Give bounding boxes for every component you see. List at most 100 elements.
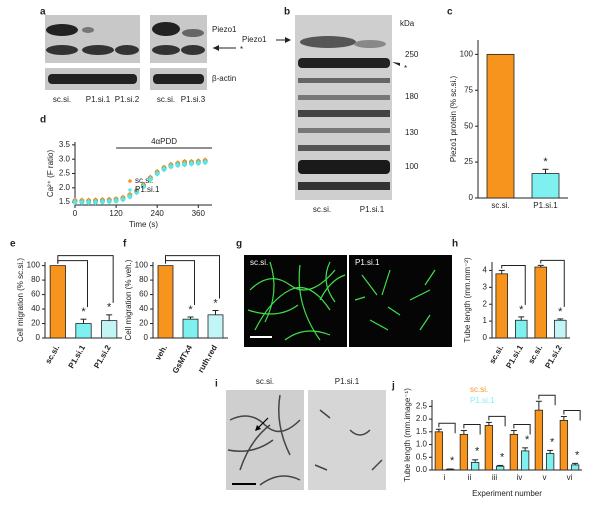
y-tick-label: 0 xyxy=(144,333,149,342)
panel-letter: a xyxy=(40,7,46,18)
image-i xyxy=(226,390,386,490)
y-tick-label: 60 xyxy=(31,290,40,299)
significance-star: * xyxy=(575,449,580,461)
lane-label: P1.si.1 xyxy=(86,95,111,104)
lane-label: sc.si. xyxy=(157,95,175,104)
bracket xyxy=(540,259,565,307)
legend-entry: sc.si. xyxy=(470,385,488,394)
y-tick-label: 40 xyxy=(139,304,148,313)
image-g xyxy=(244,255,452,347)
x-tick-label: P1.si.1 xyxy=(533,201,558,210)
y-axis-label: Tube length (mm.mm⁻²) xyxy=(463,257,472,343)
blot-b xyxy=(276,15,400,200)
x-tick-label: 360 xyxy=(192,209,206,218)
lane-label: P1.si.2 xyxy=(115,95,140,104)
x-tick-label: sc.si. xyxy=(44,344,62,366)
significance-star: * xyxy=(550,436,555,448)
bracket xyxy=(538,394,556,406)
bar xyxy=(101,320,118,339)
y-tick-label: 80 xyxy=(139,275,148,284)
legend-entry: sc.si. xyxy=(135,176,153,185)
y-tick-label: 0 xyxy=(36,333,41,342)
marker-label: 180 xyxy=(405,92,419,101)
y-tick-label: 20 xyxy=(31,319,40,328)
bracket xyxy=(57,255,114,303)
y-tick-label: 50 xyxy=(464,121,473,130)
y-tick-label: 40 xyxy=(31,304,40,313)
y-tick-label: 25 xyxy=(464,157,473,166)
panel-letter: b xyxy=(284,7,290,18)
y-tick-label: 2.5 xyxy=(59,169,71,178)
y-tick-label: 1.0 xyxy=(416,440,428,449)
lane-label: sc.si. xyxy=(313,205,331,214)
x-tick-label: v xyxy=(543,473,547,482)
y-axis-label: Cell migration (% veh.) xyxy=(124,259,133,340)
panel-letter: d xyxy=(40,115,46,126)
y-tick-label: 3 xyxy=(483,282,488,291)
x-tick-label: 120 xyxy=(109,209,123,218)
bar xyxy=(534,409,544,471)
blot-label: Piezo1 xyxy=(242,35,267,44)
x-tick-label: P1.si.2 xyxy=(92,343,113,370)
x-tick-label: sc.si. xyxy=(527,344,545,366)
bracket xyxy=(563,410,581,421)
x-tick-label: P1.si.2 xyxy=(543,343,564,370)
bar xyxy=(520,450,530,471)
bar xyxy=(495,273,508,339)
y-tick-label: 0 xyxy=(469,193,474,202)
panel-letter: h xyxy=(452,239,458,250)
marker-label: 250 xyxy=(405,50,419,59)
significance-star: * xyxy=(81,306,86,318)
x-tick-label: 240 xyxy=(151,209,165,218)
x-tick-label: GsMTx4 xyxy=(171,343,195,375)
bar xyxy=(534,266,548,339)
y-tick-label: 1 xyxy=(483,316,488,325)
bar xyxy=(75,323,92,339)
panel-letter: i xyxy=(215,379,218,390)
bracket xyxy=(501,264,526,305)
significance-star: * xyxy=(500,451,505,463)
y-tick-label: 75 xyxy=(464,85,473,94)
lane-label: P1.si.3 xyxy=(181,95,206,104)
y-tick-label: 100 xyxy=(27,261,41,270)
legend-entry: P1.si.1 xyxy=(470,396,495,405)
x-tick-label: ruth.red xyxy=(196,343,219,374)
y-tick-label: 0.0 xyxy=(416,465,428,474)
y-tick-label: 20 xyxy=(139,319,148,328)
marker-label: 100 xyxy=(405,162,419,171)
y-tick-label: 1.5 xyxy=(59,197,71,206)
bracket xyxy=(165,255,220,299)
y-tick-label: 3.5 xyxy=(59,140,71,149)
bracket xyxy=(513,424,531,435)
x-tick-label: i xyxy=(444,473,446,482)
x-tick-label: 0 xyxy=(73,209,78,218)
y-tick-label: 2 xyxy=(483,299,488,308)
bar xyxy=(470,461,480,471)
y-tick-label: 0 xyxy=(483,333,488,342)
bar xyxy=(559,419,569,471)
y-tick-label: 60 xyxy=(139,290,148,299)
legend-marker xyxy=(128,188,132,192)
bar xyxy=(509,433,519,471)
y-tick-label: 0.5 xyxy=(416,452,428,461)
annotation: 4αPDD xyxy=(151,137,177,146)
y-tick-label: 2.0 xyxy=(59,183,71,192)
bracket xyxy=(488,415,506,427)
bar xyxy=(554,319,567,339)
blot-a xyxy=(45,15,236,90)
y-axis-label: Piezo1 protein (% sc.si.) xyxy=(449,76,458,163)
x-tick-label: sc.si. xyxy=(491,201,509,210)
legend-entry: P1.si.1 xyxy=(135,185,160,194)
bar xyxy=(157,265,174,339)
blot-label: Piezo1 xyxy=(212,25,237,34)
panel-letter: g xyxy=(236,239,242,250)
significance-star: * xyxy=(525,434,530,446)
bar xyxy=(459,433,469,471)
lane-label: sc.si. xyxy=(53,95,71,104)
bar xyxy=(207,314,224,339)
x-tick-label: P1.si.1 xyxy=(67,343,88,370)
bracket xyxy=(463,424,481,435)
y-axis-label: Tube length (mm.image⁻¹) xyxy=(403,388,412,482)
significance-star: * xyxy=(450,455,455,467)
unit-label: kDa xyxy=(400,19,415,28)
